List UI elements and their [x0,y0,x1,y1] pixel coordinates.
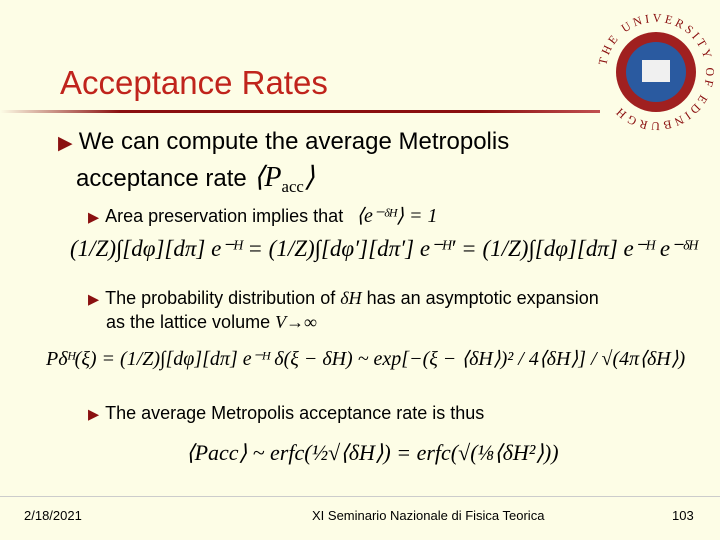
bullet-marker: ▶ [88,292,100,308]
title: Acceptance Rates [60,64,328,101]
math: V→∞ [275,312,317,332]
bullet-cont: as the lattice volume V→∞ [106,312,317,333]
math: P [264,162,282,193]
bullet-text: The average Metropolis acceptance rate i… [105,403,485,423]
math: ⟨Pacc⟩ [253,162,315,196]
footer-date: 2/18/2021 [24,508,82,523]
bullet-text: We can compute the average Metropolis [78,128,510,155]
bullet: ▶ We can compute the average Metropolis [58,128,509,156]
sub-bullet: ▶ The average Metropolis acceptance rate … [88,403,484,424]
sub-bullet: ▶ Area preservation implies that ⟨e⁻ᵟᴴ⟩ =… [88,203,437,228]
bullet-text: Area preservation implies that [105,206,344,226]
bullet-text: has an asymptotic expansion [361,288,599,308]
footer-page: 103 [672,508,694,523]
equation: Pδᴴ(ξ) = (1/Z)∫[dφ][dπ] e⁻ᴴ δ(ξ − δH) ~ … [46,348,686,370]
footer-rule [0,496,720,497]
bullet-cont: acceptance rate ⟨Pacc⟩ [76,160,315,197]
equation: (1/Z)∫[dφ][dπ] e⁻ᴴ = (1/Z)∫[dφ′][dπ′] e⁻… [70,236,697,261]
footer-center: XI Seminario Nazionale di Fisica Teorica [312,508,545,523]
sub-bullet: ▶ The probability distribution of δH has … [88,288,599,309]
logo: THE UNIVERSITY OF EDINBURGH [596,12,714,132]
bullet-text: The probability distribution of [105,288,341,308]
title-rule [0,110,600,113]
math-sub: acc [281,176,304,196]
math: ⟨e⁻ᵟᴴ⟩ = 1 [356,205,438,227]
bullet-text: acceptance rate [76,165,247,192]
logo-book [642,60,670,82]
bullet-marker: ▶ [88,210,100,226]
equation: ⟨Pacc⟩ ~ erfc(½√⟨δH⟩) = erfc(√(⅛⟨δH²⟩)) [186,440,559,465]
bullet-text: as the lattice volume [106,312,276,332]
bullet-marker: ▶ [58,133,73,154]
bullet-marker: ▶ [88,407,100,423]
math: δH [340,288,362,308]
